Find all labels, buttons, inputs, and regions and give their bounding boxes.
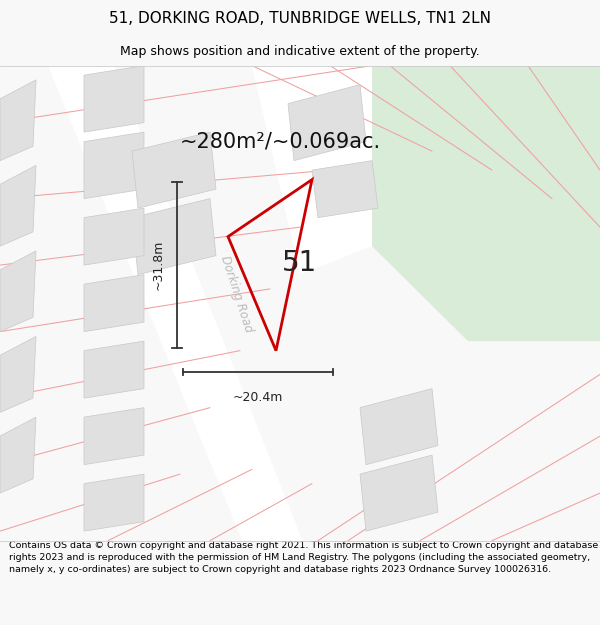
Text: Contains OS data © Crown copyright and database right 2021. This information is : Contains OS data © Crown copyright and d… <box>9 541 598 574</box>
Text: ~20.4m: ~20.4m <box>233 391 283 404</box>
Polygon shape <box>288 84 366 161</box>
Polygon shape <box>0 80 36 161</box>
Polygon shape <box>360 389 438 464</box>
Polygon shape <box>0 417 36 493</box>
Text: ~31.8m: ~31.8m <box>152 240 165 290</box>
Text: Dorking Road: Dorking Road <box>218 254 256 334</box>
Polygon shape <box>84 341 144 398</box>
Polygon shape <box>372 66 600 341</box>
Polygon shape <box>132 132 216 208</box>
Polygon shape <box>84 474 144 531</box>
Polygon shape <box>0 166 36 246</box>
Polygon shape <box>0 336 36 412</box>
Text: Map shows position and indicative extent of the property.: Map shows position and indicative extent… <box>120 45 480 58</box>
Polygon shape <box>132 199 216 274</box>
Text: 51: 51 <box>283 249 317 277</box>
Text: ~280m²/~0.069ac.: ~280m²/~0.069ac. <box>180 132 381 152</box>
Polygon shape <box>312 161 378 217</box>
Polygon shape <box>84 208 144 265</box>
Polygon shape <box>84 274 144 332</box>
Polygon shape <box>360 455 438 531</box>
Polygon shape <box>84 132 144 199</box>
Polygon shape <box>48 66 312 564</box>
Polygon shape <box>84 408 144 464</box>
Polygon shape <box>252 66 372 274</box>
Text: 51, DORKING ROAD, TUNBRIDGE WELLS, TN1 2LN: 51, DORKING ROAD, TUNBRIDGE WELLS, TN1 2… <box>109 11 491 26</box>
Polygon shape <box>84 66 144 132</box>
Polygon shape <box>0 251 36 332</box>
